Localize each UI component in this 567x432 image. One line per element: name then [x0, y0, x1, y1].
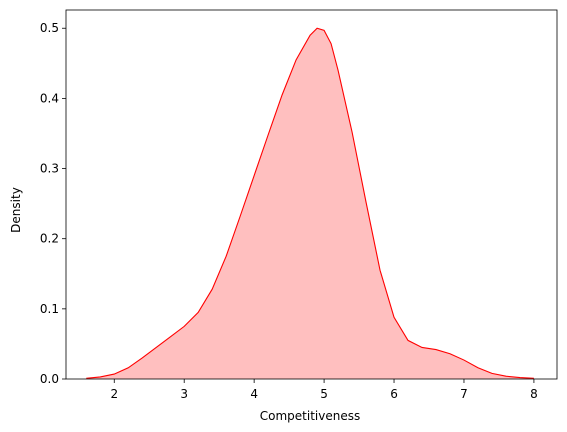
- y-axis-label: Density: [9, 187, 23, 233]
- y-tick-label: 0.0: [40, 372, 59, 386]
- y-tick-label: 0.5: [40, 21, 59, 35]
- y-tick-label: 0.2: [40, 232, 59, 246]
- y-tick-label: 0.4: [40, 91, 59, 105]
- plot-frame: [65, 9, 558, 380]
- y-tick-label: 0.1: [40, 302, 59, 316]
- x-tick-label: 7: [460, 387, 468, 401]
- y-axis: 0.0 0.1 0.2 0.3 0.4 0.5: [40, 21, 66, 386]
- x-tick-label: 6: [390, 387, 398, 401]
- plot-area: [86, 27, 534, 380]
- x-axis-label: Competitiveness: [260, 409, 360, 423]
- x-tick-label: 4: [250, 387, 258, 401]
- x-tick-label: 8: [530, 387, 538, 401]
- x-tick-label: 3: [180, 387, 188, 401]
- x-tick-label: 2: [110, 387, 118, 401]
- x-axis: 2 3 4 5 6 7 8: [110, 379, 538, 401]
- density-line-0: [86, 27, 534, 379]
- density-area-0: [86, 28, 534, 380]
- y-tick-label: 0.3: [40, 162, 59, 176]
- x-tick-label: 5: [320, 387, 328, 401]
